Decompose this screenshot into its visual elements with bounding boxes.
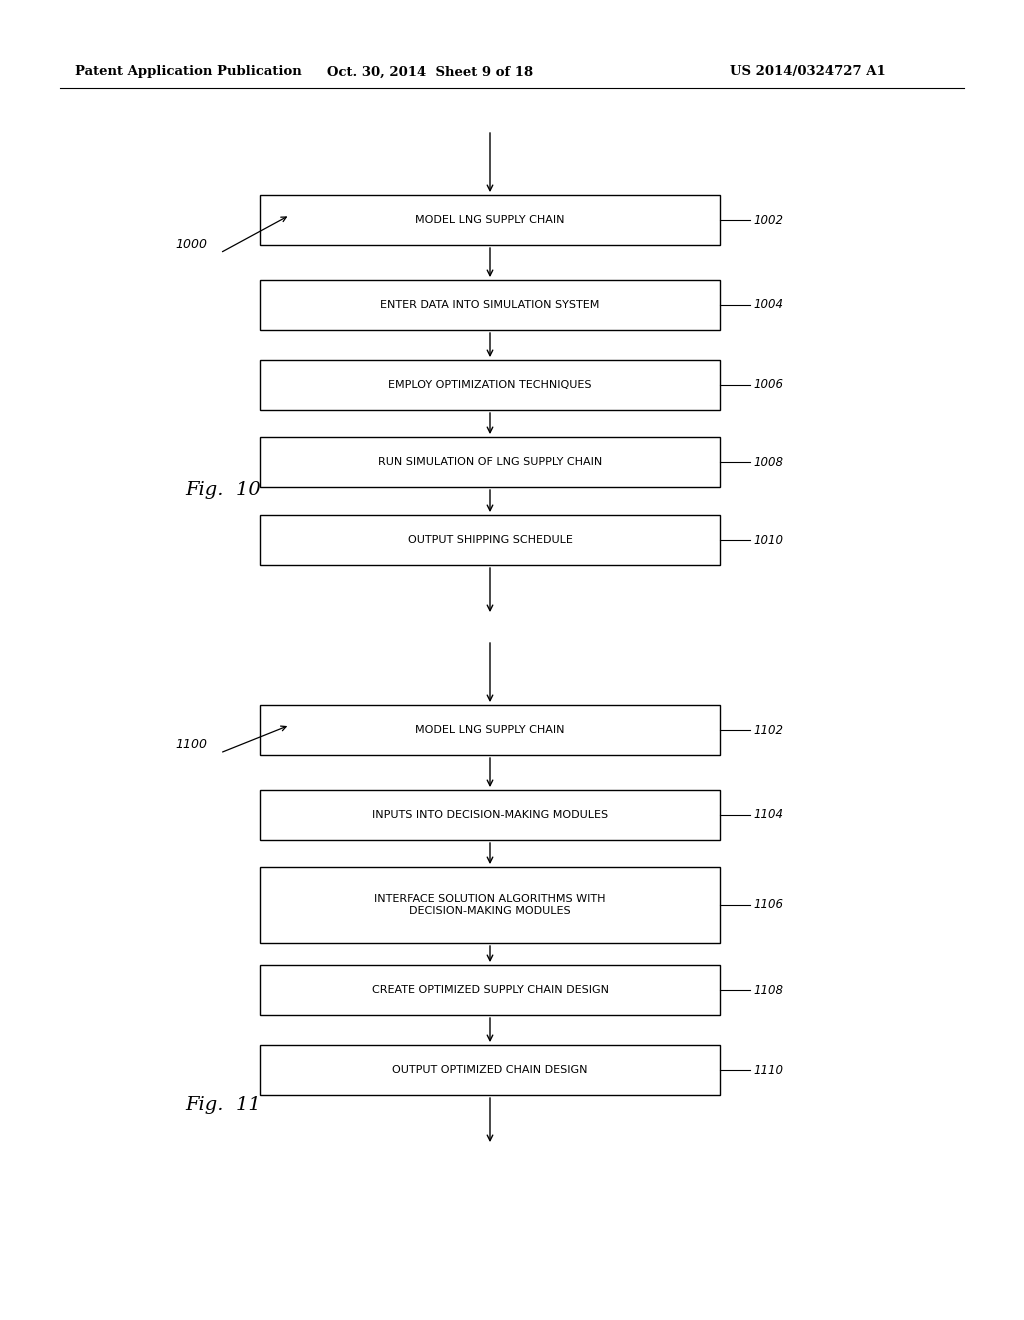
Text: 1108: 1108 [753, 983, 783, 997]
Text: Oct. 30, 2014  Sheet 9 of 18: Oct. 30, 2014 Sheet 9 of 18 [327, 66, 534, 78]
Text: Fig.  11: Fig. 11 [185, 1096, 261, 1114]
Text: OUTPUT OPTIMIZED CHAIN DESIGN: OUTPUT OPTIMIZED CHAIN DESIGN [392, 1065, 588, 1074]
Text: Fig.  10: Fig. 10 [185, 480, 261, 499]
Bar [260, 867, 720, 942]
Text: US 2014/0324727 A1: US 2014/0324727 A1 [730, 66, 886, 78]
Text: MODEL LNG SUPPLY CHAIN: MODEL LNG SUPPLY CHAIN [416, 725, 565, 735]
Text: ENTER DATA INTO SIMULATION SYSTEM: ENTER DATA INTO SIMULATION SYSTEM [380, 300, 600, 310]
Text: 1006: 1006 [753, 379, 783, 392]
Text: 1110: 1110 [753, 1064, 783, 1077]
Bar [260, 515, 720, 565]
Text: OUTPUT SHIPPING SCHEDULE: OUTPUT SHIPPING SCHEDULE [408, 535, 572, 545]
Text: EMPLOY OPTIMIZATION TECHNIQUES: EMPLOY OPTIMIZATION TECHNIQUES [388, 380, 592, 389]
Text: MODEL LNG SUPPLY CHAIN: MODEL LNG SUPPLY CHAIN [416, 215, 565, 224]
Text: RUN SIMULATION OF LNG SUPPLY CHAIN: RUN SIMULATION OF LNG SUPPLY CHAIN [378, 457, 602, 467]
Text: 1100: 1100 [175, 738, 207, 751]
Text: 1000: 1000 [175, 239, 207, 252]
Text: 1104: 1104 [753, 808, 783, 821]
Text: 1102: 1102 [753, 723, 783, 737]
Text: 1002: 1002 [753, 214, 783, 227]
Bar [260, 280, 720, 330]
Text: INPUTS INTO DECISION-MAKING MODULES: INPUTS INTO DECISION-MAKING MODULES [372, 810, 608, 820]
Bar [260, 789, 720, 840]
Bar [260, 360, 720, 411]
Bar [260, 195, 720, 246]
Bar [260, 437, 720, 487]
Text: 1008: 1008 [753, 455, 783, 469]
Text: 1010: 1010 [753, 533, 783, 546]
Bar [260, 1045, 720, 1096]
Text: 1004: 1004 [753, 298, 783, 312]
Text: CREATE OPTIMIZED SUPPLY CHAIN DESIGN: CREATE OPTIMIZED SUPPLY CHAIN DESIGN [372, 985, 608, 995]
Bar [260, 705, 720, 755]
Text: 1106: 1106 [753, 899, 783, 912]
Text: Patent Application Publication: Patent Application Publication [75, 66, 302, 78]
Bar [260, 965, 720, 1015]
Text: INTERFACE SOLUTION ALGORITHMS WITH
DECISION-MAKING MODULES: INTERFACE SOLUTION ALGORITHMS WITH DECIS… [374, 894, 606, 916]
